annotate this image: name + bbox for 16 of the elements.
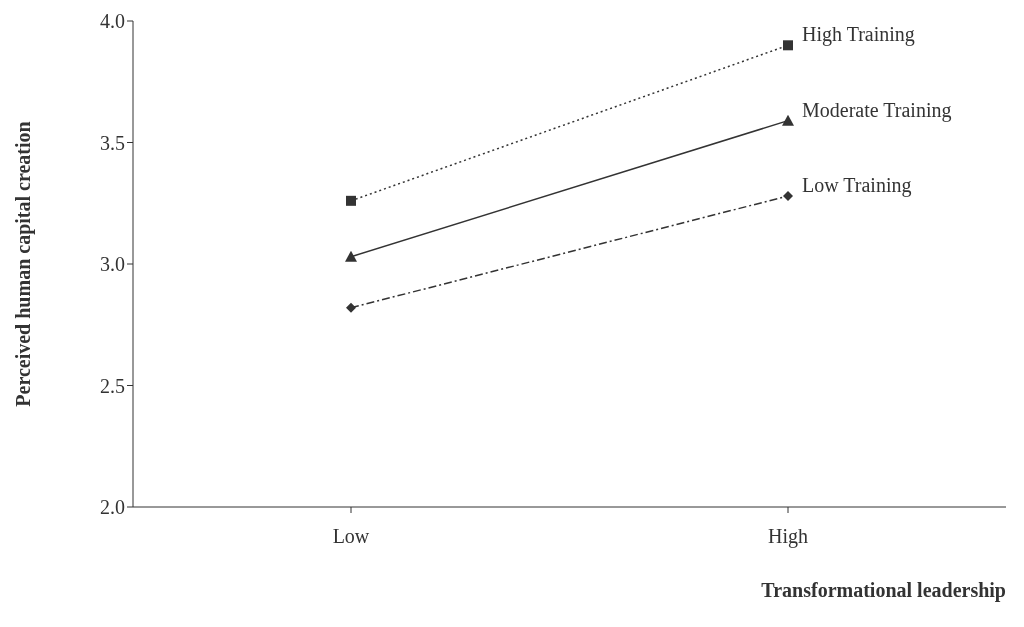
series-label: Moderate Training bbox=[802, 98, 952, 122]
y-tick-label: 3.5 bbox=[100, 131, 125, 154]
point bbox=[783, 40, 793, 51]
point bbox=[346, 302, 356, 313]
point bbox=[346, 195, 356, 206]
y-axis-title: Perceived human capital creation bbox=[12, 121, 36, 407]
y-tick-label: 4.0 bbox=[100, 10, 125, 33]
point bbox=[783, 190, 793, 201]
y-tick-label: 2.0 bbox=[100, 496, 125, 519]
x-axis-title: Transformational leadership bbox=[761, 579, 1006, 602]
x-tick-label: High bbox=[768, 525, 808, 549]
series-label: Low Training bbox=[802, 173, 912, 197]
y-tick-label: 2.5 bbox=[100, 374, 125, 397]
y-tick-label: 3.0 bbox=[100, 253, 125, 276]
series-label: High Training bbox=[802, 23, 915, 47]
x-tick-label: Low bbox=[332, 525, 370, 548]
